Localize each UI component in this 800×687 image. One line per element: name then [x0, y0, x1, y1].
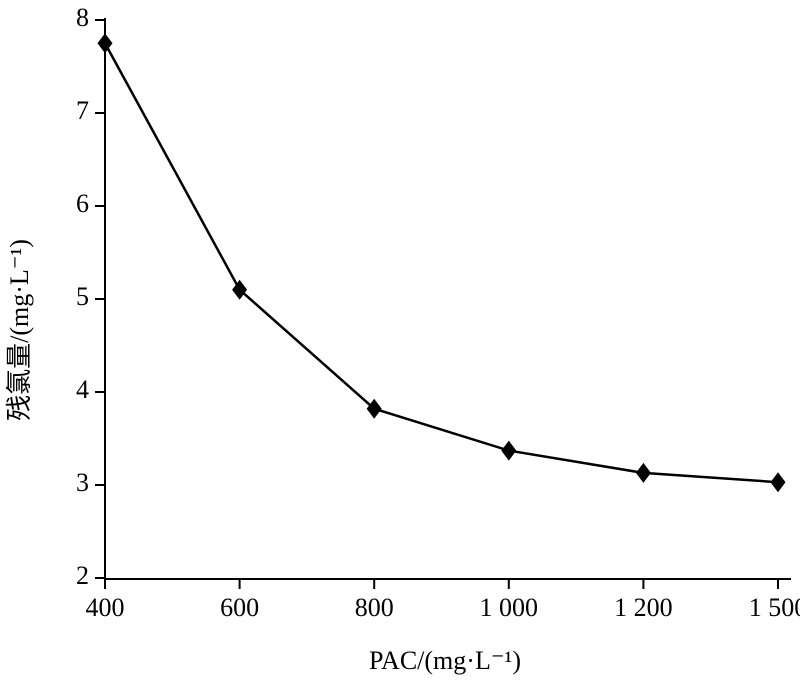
data-marker — [770, 472, 786, 493]
y-tick-label: 8 — [76, 3, 89, 32]
x-tick-label: 1 500 — [749, 593, 800, 622]
y-tick-label: 4 — [76, 375, 89, 404]
data-marker — [232, 279, 248, 300]
y-tick-label: 7 — [76, 96, 89, 125]
data-marker — [501, 440, 517, 461]
x-tick-label: 600 — [220, 593, 259, 622]
y-tick-label: 6 — [76, 189, 89, 218]
data-marker — [635, 462, 651, 483]
y-tick-label: 3 — [76, 468, 89, 497]
y-axis-label: 残氯量/(mg·L⁻¹) — [5, 239, 34, 421]
x-tick-label: 800 — [355, 593, 394, 622]
x-tick-label: 1 000 — [480, 593, 539, 622]
x-tick-label: 400 — [86, 593, 125, 622]
x-axis-label: PAC/(mg·L⁻¹) — [369, 646, 521, 675]
data-marker — [366, 398, 382, 419]
y-tick-label: 5 — [76, 282, 89, 311]
data-marker — [97, 33, 113, 54]
x-tick-label: 1 200 — [614, 593, 673, 622]
y-tick-label: 2 — [76, 561, 89, 590]
data-line — [103, 42, 779, 484]
